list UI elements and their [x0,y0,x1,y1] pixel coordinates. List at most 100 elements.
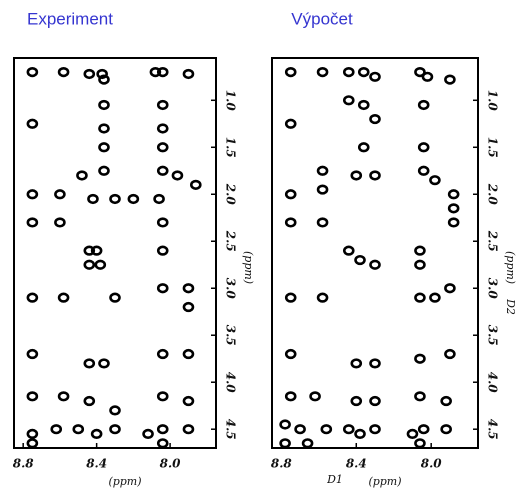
peak [357,66,370,78]
peak [83,395,96,407]
peak [109,405,121,416]
peak [447,217,460,228]
peak [96,68,108,80]
peak [90,428,103,440]
peak [98,142,110,153]
peak [429,292,441,303]
peak [98,358,110,369]
peak [357,99,370,111]
peak [182,424,195,435]
panel-title: Výpočet [291,9,353,28]
peak [316,165,329,176]
peak [284,217,297,228]
peak [57,292,70,303]
peak [447,189,460,200]
peak [190,179,202,190]
peak [149,66,162,78]
peak [171,170,184,181]
peak [26,118,39,129]
peak [421,71,434,82]
y-tick-label: 4.5 [224,419,238,440]
x-axis-label: (ppm) [368,475,401,488]
y-tick-label: 3.0 [486,278,500,300]
peak [83,245,96,256]
peak [83,259,96,270]
peak [156,99,169,111]
peak [26,391,39,402]
peak [182,283,195,294]
peak [83,358,96,369]
peak [447,203,460,214]
peak [153,193,165,205]
peak [156,245,169,256]
x-tick-label: 8.4 [86,457,107,471]
peak [98,123,110,134]
peak [342,66,355,78]
peak [414,259,426,270]
peak [284,391,297,402]
peak [320,424,333,435]
y-tick-label: 2.0 [486,183,500,206]
peak [350,358,363,369]
peak [440,395,452,407]
peak [156,424,169,435]
x-tick-label: 8.8 [271,457,293,471]
x-axis-name: D1 [326,473,343,486]
peak [369,170,381,181]
peak [109,193,121,205]
peak [429,175,441,186]
peak [316,184,329,195]
peak [316,217,329,228]
peak [142,428,154,440]
peak [156,66,169,78]
peak [156,123,169,134]
y-tick-label: 1.0 [224,90,238,112]
peak [357,142,370,153]
peak [50,424,63,435]
peak [350,170,363,181]
peak [26,348,39,360]
y-tick-label: 1.0 [486,90,500,112]
peak [414,438,426,449]
peak [414,391,426,402]
y-tick-label: 4.0 [224,372,238,394]
y-axis-label: (ppm) [242,251,255,284]
frame [271,57,479,449]
peak [284,292,297,303]
y-tick-label: 4.5 [486,419,500,440]
peak [26,189,39,200]
peak [54,217,66,228]
peak [109,424,121,435]
peak [182,395,195,407]
y-tick-label: 3.5 [224,325,238,346]
peak [440,424,452,435]
peak [156,391,169,402]
peak [316,292,329,303]
peak [350,395,363,407]
peak [127,193,140,205]
y-tick-label: 3.0 [224,278,238,300]
x-tick-label: 8.0 [421,457,443,471]
peak [369,358,381,369]
peak [414,353,426,364]
peak [444,283,456,294]
y-tick-label: 2.0 [224,183,238,206]
peak [354,254,366,266]
peak [182,68,195,80]
peak [98,74,110,85]
x-tick-label: 8.8 [13,457,35,471]
peak [26,66,39,78]
peak [417,142,430,153]
peak [109,292,121,303]
peak [444,348,456,360]
peak [156,283,169,294]
peak [444,74,456,85]
x-tick-label: 8.4 [346,457,367,471]
peak [301,438,314,449]
peak [342,424,355,435]
peak [156,142,169,153]
peak [156,438,169,449]
peak [57,391,70,402]
peak [414,66,426,78]
